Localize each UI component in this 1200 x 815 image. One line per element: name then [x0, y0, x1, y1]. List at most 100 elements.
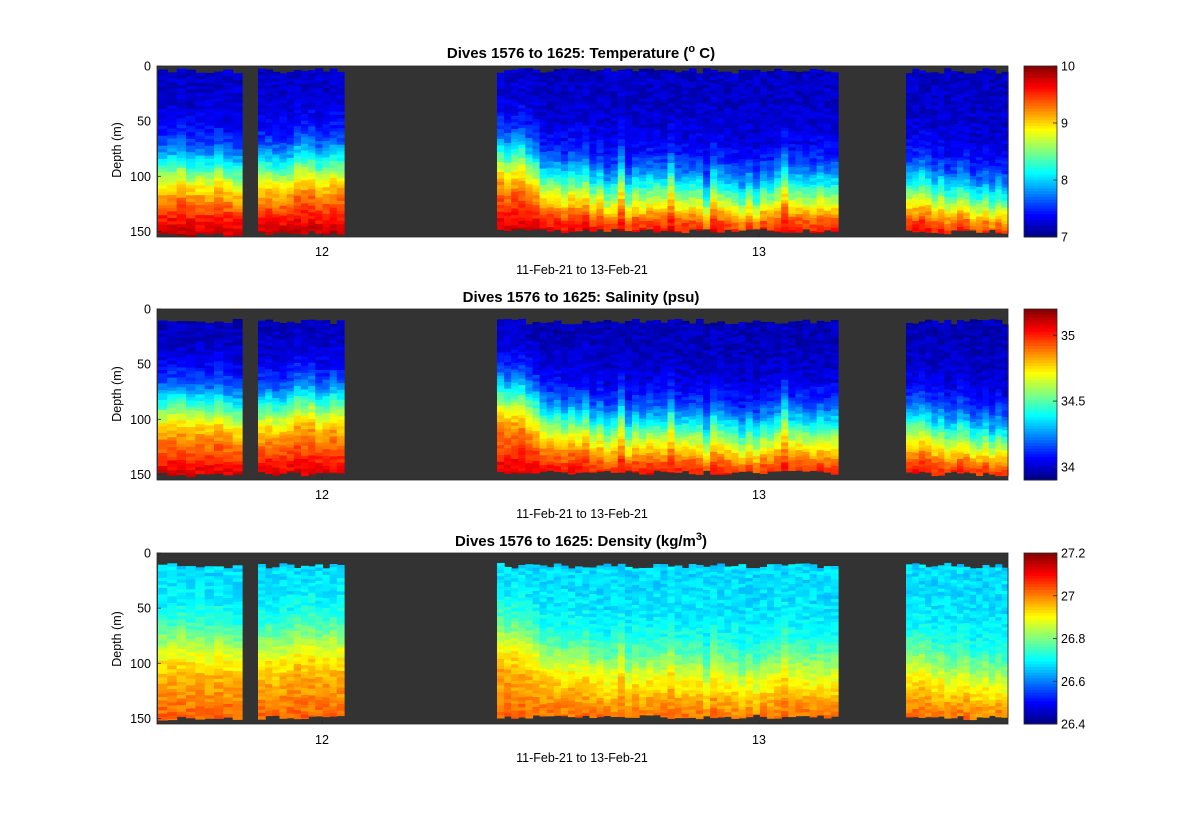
depth-cell — [830, 88, 839, 93]
depth-cell — [589, 193, 598, 198]
depth-cell — [232, 116, 243, 121]
depth-cell — [186, 188, 196, 193]
depth-cell — [167, 367, 178, 372]
depth-cell — [823, 104, 832, 109]
depth-cell — [286, 214, 295, 218]
depth-cell — [816, 155, 825, 160]
depth-cell — [617, 126, 626, 130]
depth-cell — [795, 177, 804, 182]
depth-cell — [802, 84, 811, 89]
depth-cell — [925, 178, 933, 183]
depth-cell — [279, 336, 288, 341]
depth-cell — [195, 175, 206, 180]
depth-cell — [186, 331, 196, 335]
depth-cell — [232, 126, 243, 131]
depth-cell — [717, 171, 725, 175]
depth-cell — [717, 88, 725, 93]
dive-profile — [906, 73, 913, 231]
depth-cell — [258, 78, 266, 83]
depth-cell — [674, 227, 683, 232]
depth-cell — [674, 105, 683, 110]
depth-cell — [272, 434, 281, 439]
depth-cell — [204, 428, 215, 433]
depth-cell — [265, 129, 273, 133]
depth-cell — [759, 95, 768, 99]
depth-cell — [695, 99, 704, 104]
depth-cell — [176, 387, 187, 392]
depth-cell — [912, 95, 920, 100]
depth-cell — [963, 99, 971, 104]
depth-cell — [795, 121, 804, 126]
depth-cell — [912, 134, 920, 139]
depth-cell — [272, 384, 281, 389]
depth-cell — [279, 435, 288, 440]
depth-cell — [788, 200, 796, 205]
depth-cell — [752, 192, 761, 196]
depth-cell — [575, 168, 583, 173]
depth-cell — [176, 138, 187, 143]
depth-cell — [511, 99, 519, 104]
depth-cell — [258, 410, 266, 414]
depth-cell — [816, 86, 825, 91]
depth-cell — [982, 210, 990, 215]
depth-cell — [632, 193, 640, 198]
depth-cell — [912, 118, 920, 123]
depth-cell — [176, 177, 187, 182]
dive-profile — [214, 321, 224, 474]
depth-cell — [279, 369, 288, 374]
depth-cell — [639, 197, 647, 202]
depth-cell — [176, 78, 187, 83]
depth-cell — [286, 407, 295, 412]
depth-cell — [158, 399, 168, 404]
depth-cell — [988, 205, 996, 210]
depth-cell — [823, 180, 832, 185]
depth-cell — [717, 207, 725, 212]
depth-cell — [497, 79, 505, 84]
depth-cell — [322, 97, 331, 102]
depth-cell — [988, 135, 996, 140]
depth-cell — [560, 131, 569, 136]
colorbar-segment — [1024, 228, 1057, 232]
depth-cell — [315, 111, 324, 116]
depth-cell — [816, 198, 825, 203]
depth-cell — [937, 179, 945, 184]
depth-cell — [232, 325, 243, 330]
depth-cell — [912, 105, 920, 110]
depth-cell — [788, 183, 796, 188]
depth-cell — [752, 212, 761, 216]
depth-cell — [918, 153, 926, 158]
depth-cell — [186, 218, 196, 223]
depth-cell — [925, 72, 933, 77]
depth-cell — [774, 227, 782, 232]
depth-cell — [603, 144, 612, 149]
depth-cell — [660, 185, 669, 190]
depth-cell — [950, 167, 958, 171]
depth-cell — [308, 83, 316, 88]
depth-cell — [301, 71, 309, 75]
depth-cell — [232, 162, 243, 167]
depth-cell — [167, 115, 178, 120]
depth-cell — [646, 131, 654, 136]
depth-cell — [830, 158, 839, 163]
depth-cell — [560, 114, 569, 119]
depth-cell — [912, 108, 920, 113]
depth-cell — [674, 174, 683, 179]
depth-cell — [195, 354, 206, 359]
depth-cell — [767, 120, 775, 125]
depth-cell — [738, 73, 747, 77]
depth-cell — [286, 331, 295, 336]
depth-cell — [610, 121, 619, 125]
dive-profile — [912, 68, 920, 233]
depth-cell — [293, 96, 302, 101]
depth-cell — [589, 147, 598, 152]
depth-cell — [617, 215, 626, 220]
depth-cell — [596, 202, 605, 207]
depth-cell — [539, 195, 548, 199]
depth-cell — [653, 76, 661, 81]
depth-cell — [575, 145, 583, 149]
depth-cell — [546, 174, 555, 179]
depth-cell — [497, 181, 505, 186]
depth-cell — [223, 132, 234, 137]
depth-cell — [752, 116, 761, 120]
depth-cell — [167, 85, 178, 90]
